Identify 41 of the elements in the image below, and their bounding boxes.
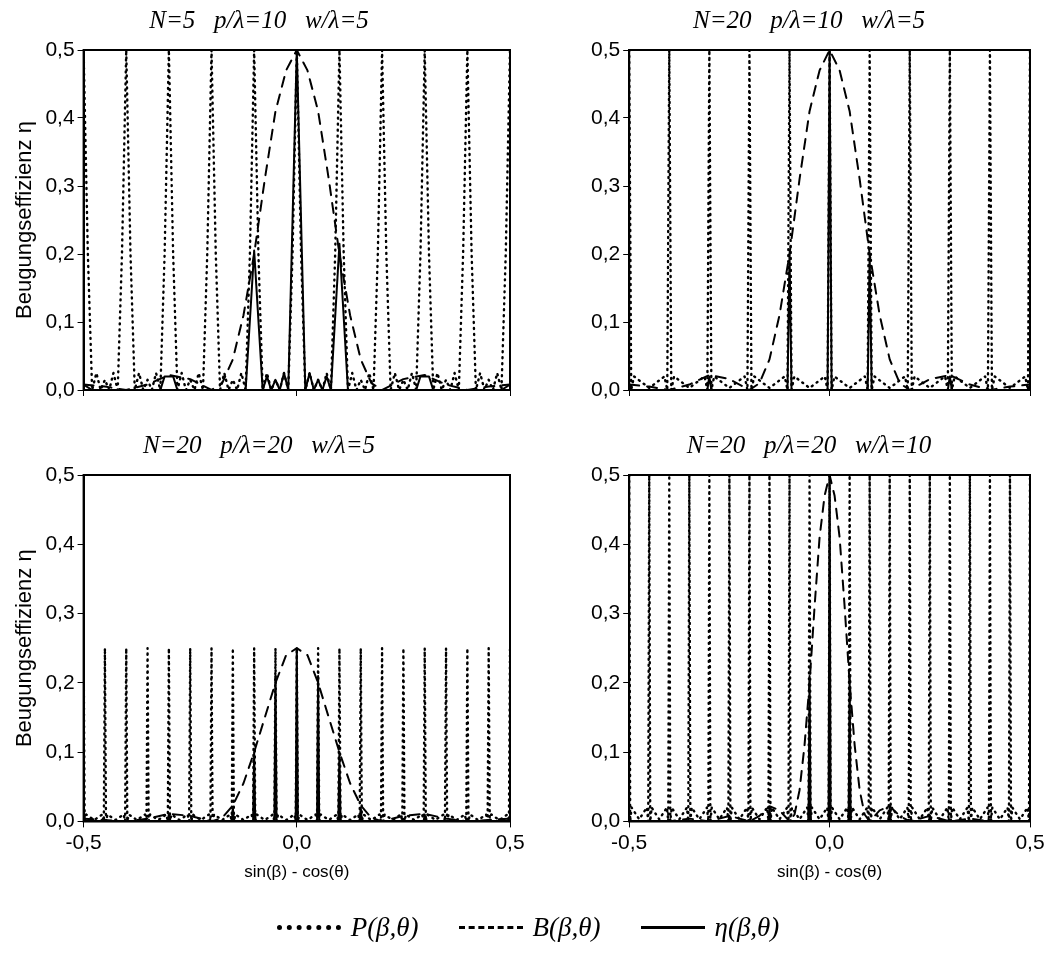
y-tick-label: 0,5 [590,461,621,485]
y-tick-label: 0,3 [45,172,75,196]
y-tick-label: 0,4 [590,104,621,128]
x-axis-title: sin(β) - cos(θ) [244,862,350,882]
x-tick-label: -0,5 [611,829,648,853]
y-tick-label: 0,3 [590,600,621,624]
chart-title: N=20 p/λ=20 w/λ=5 [141,430,376,458]
chart-title: N=20 p/λ=10 w/λ=5 [691,5,926,33]
y-tick-label: 0,0 [45,376,75,400]
x-tick-label: 0,5 [1015,829,1045,853]
y-tick-label: 0,0 [45,808,75,832]
y-tick-label: 0,3 [590,172,621,196]
y-tick-label: 0,1 [45,308,75,332]
y-tick-label: 0,0 [590,808,621,832]
x-tick-label: 0,0 [282,829,312,853]
y-tick-label: 0,2 [590,669,621,693]
y-tick-label: 0,3 [45,600,75,624]
x-tick-label: 0,0 [814,829,845,853]
chart-title: N=20 p/λ=20 w/λ=10 [685,430,932,458]
y-tick-label: 0,4 [45,104,75,128]
y-tick-label: 0,1 [45,738,75,762]
y-axis-title: Beugungseffizienz η [11,549,37,748]
chart-title: N=5 p/λ=10 w/λ=5 [148,5,369,33]
y-tick-label: 0,2 [45,669,75,693]
y-tick-label: 0,1 [590,308,621,332]
x-tick-label: -0,5 [65,829,102,853]
x-axis-title: sin(β) - cos(θ) [777,862,883,882]
y-tick-label: 0,2 [590,240,621,264]
y-tick-label: 0,5 [45,461,75,485]
y-tick-label: 0,1 [590,738,621,762]
legend-label: η(β,θ) [714,912,780,943]
y-axis-title: Beugungseffizienz η [11,121,37,319]
y-tick-label: 0,0 [590,376,621,400]
y-tick-label: 0,5 [45,36,75,60]
y-tick-label: 0,4 [45,531,75,555]
y-tick-label: 0,2 [45,240,75,264]
y-tick-label: 0,4 [590,531,621,555]
legend-label: P(β,θ) [350,912,419,943]
x-tick-label: 0,5 [495,829,525,853]
legend-label: B(β,θ) [532,912,601,943]
y-tick-label: 0,5 [590,36,621,60]
